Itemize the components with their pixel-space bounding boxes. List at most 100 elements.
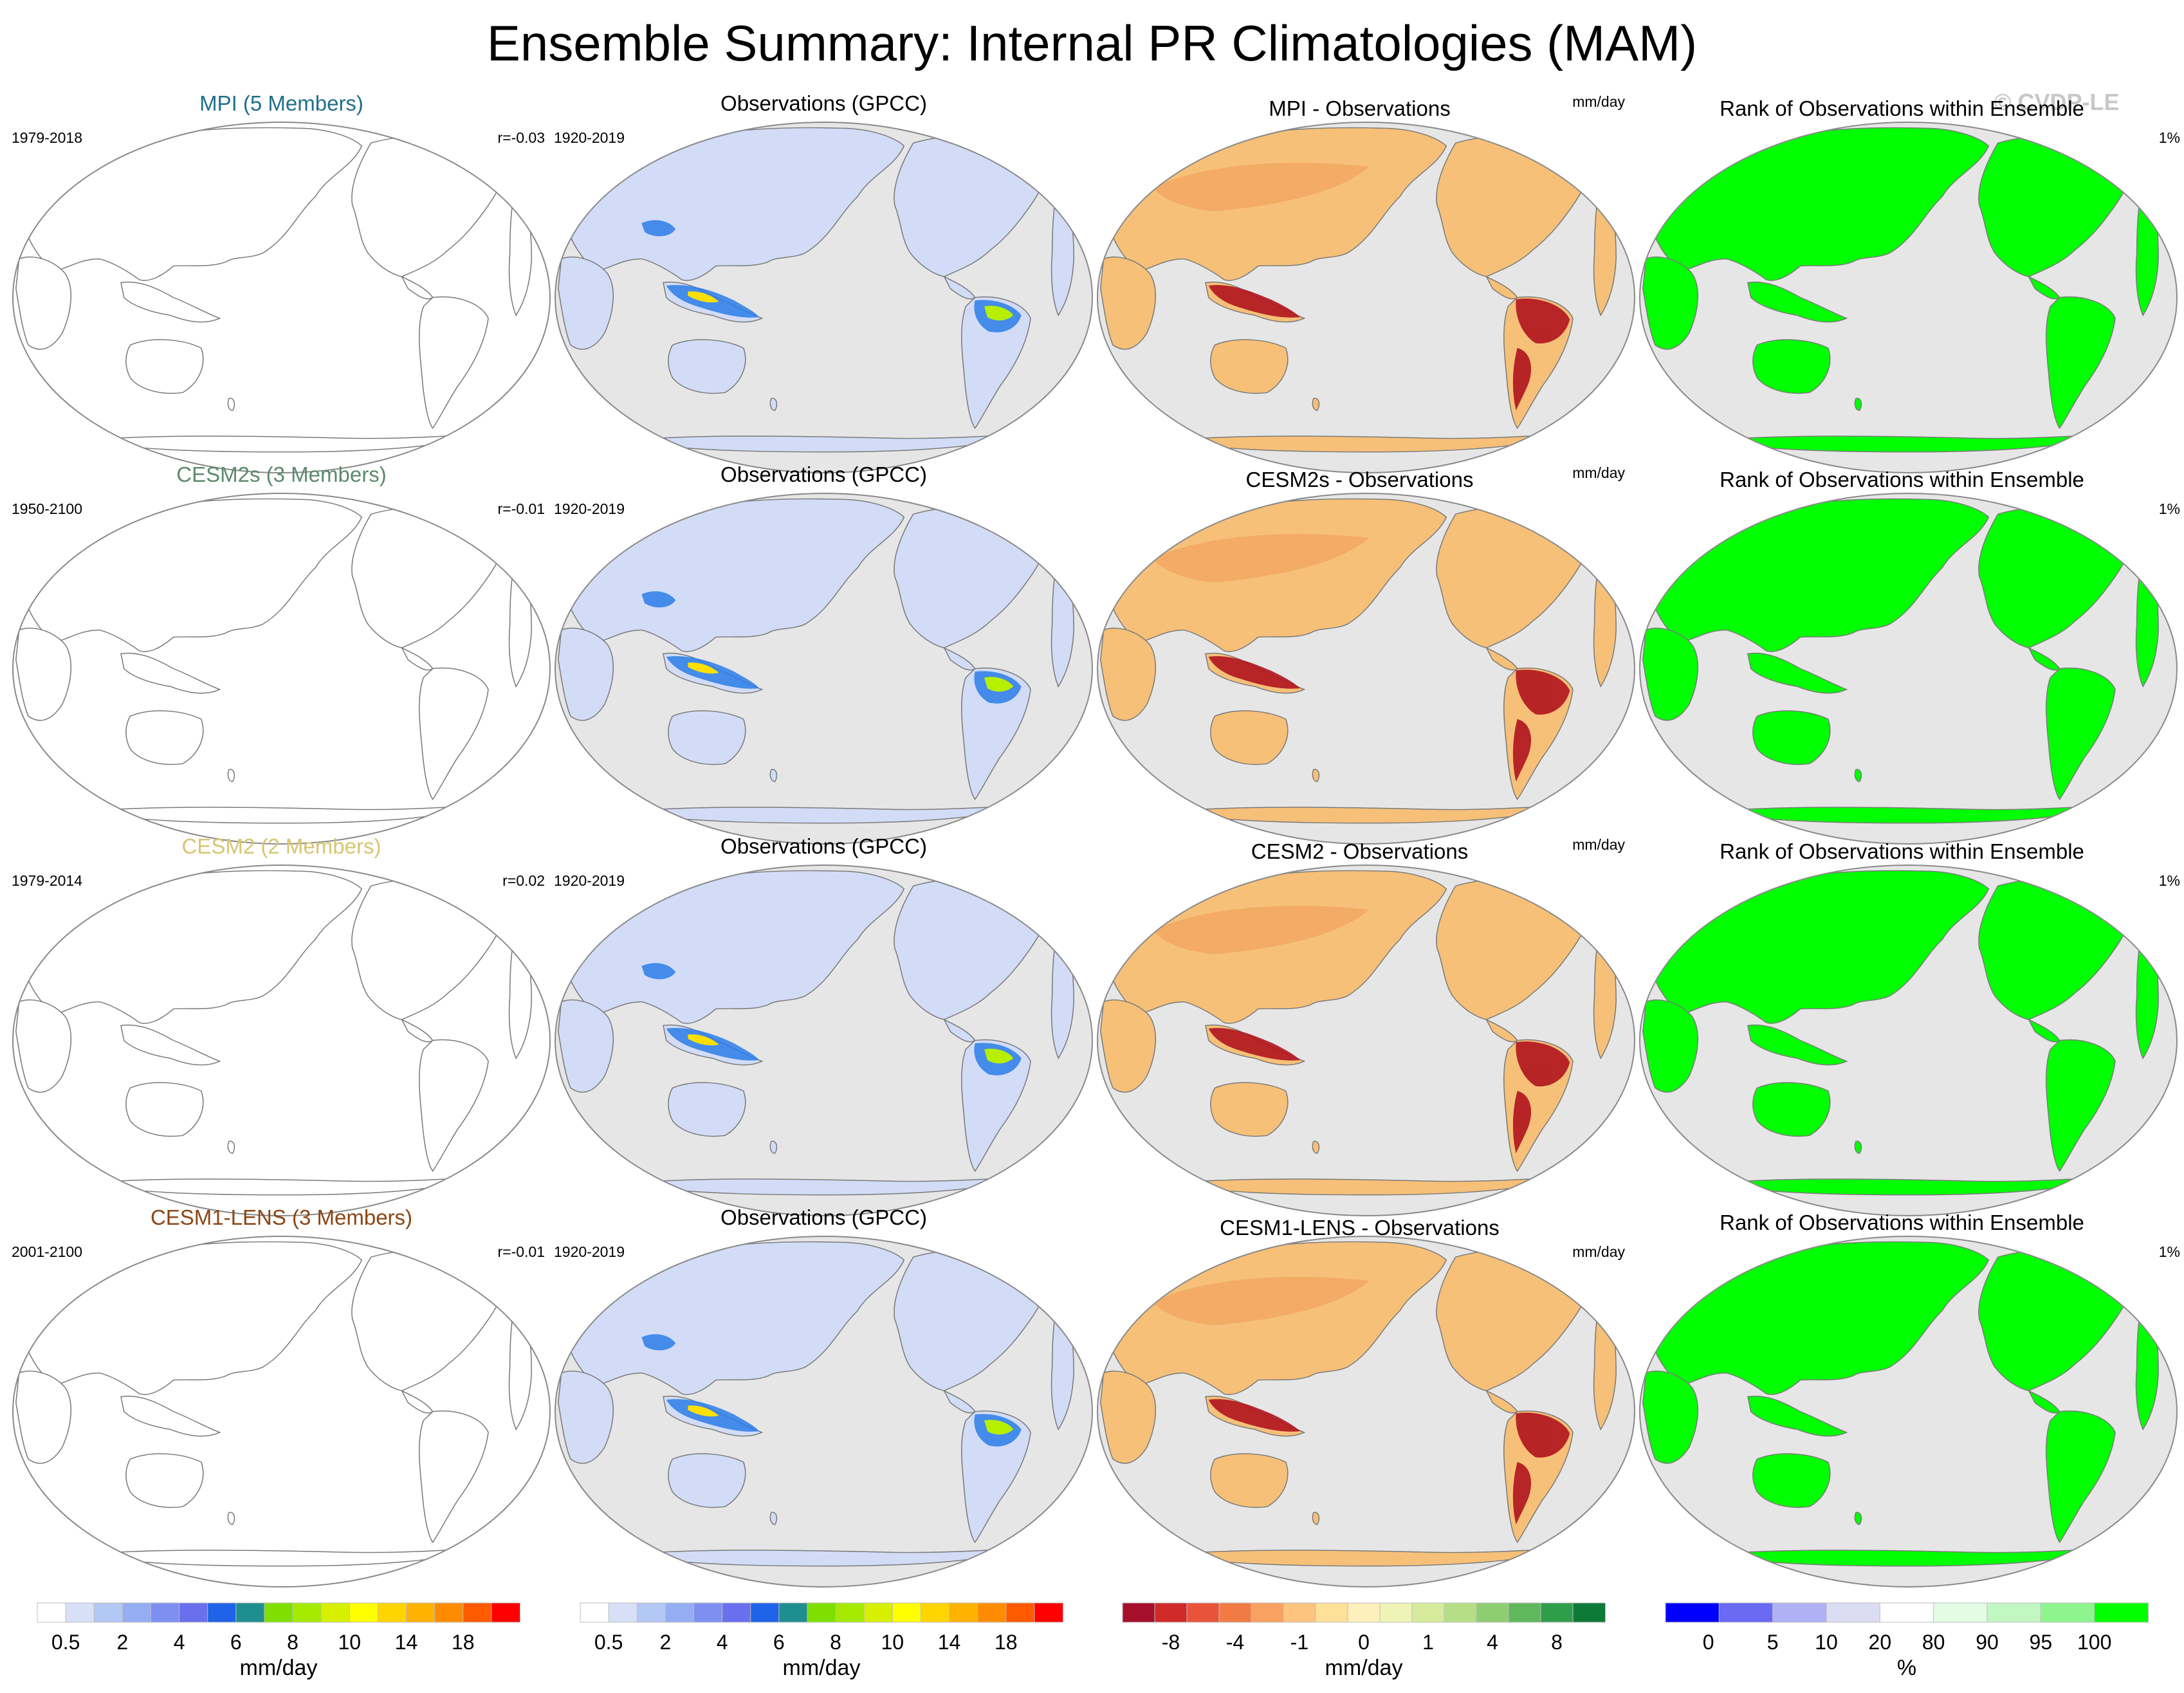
diff-title: CESM2 - Observations (1251, 839, 1468, 863)
colorbar-swatch (1572, 1602, 1606, 1623)
model-title: CESM1-LENS (3 Members) (151, 1205, 412, 1229)
colorbar-swatch (179, 1602, 208, 1623)
colorbar-swatch (1034, 1602, 1063, 1623)
map-border (1639, 493, 2178, 845)
colorbar-swatch (65, 1602, 95, 1623)
colorbar-tick-label: 4 (1487, 1631, 1498, 1654)
diff-units: mm/day (1572, 93, 1625, 110)
model-years: 2001-2100 (12, 1243, 82, 1260)
map-border (1097, 122, 1635, 473)
colorbar-swatch (1718, 1602, 1774, 1623)
colorbar-swatch (920, 1602, 950, 1623)
colorbar-units: mm/day (1325, 1656, 1403, 1680)
colorbar-tick-label: 8 (830, 1631, 841, 1654)
pattern-correlation: r=0.02 (502, 872, 545, 889)
amazon-max (984, 677, 1014, 692)
colorbar-tick-label: -1 (1290, 1631, 1308, 1654)
colorbar-tick-label: 20 (1869, 1631, 1892, 1654)
colorbar-swatch (150, 1602, 180, 1623)
colorbar-units: mm/day (240, 1656, 318, 1680)
indonesia-max (688, 291, 719, 303)
map-border (555, 865, 1093, 1216)
diff-units: mm/day (1572, 836, 1625, 853)
colorbar-swatch (1379, 1602, 1413, 1623)
map-border (1097, 493, 1635, 845)
map-border (1097, 1236, 1635, 1588)
colorbar-swatch (1476, 1602, 1509, 1623)
rank-percent: 1% (2159, 1243, 2180, 1260)
colorbar-swatch (1772, 1602, 1828, 1623)
colorbar-tick-label: 2 (659, 1631, 671, 1654)
colorbar-swatch (1186, 1602, 1220, 1623)
map-border (1639, 122, 2178, 473)
rank-map-panel-row2 (1639, 493, 2178, 845)
colorbar-swatch (1879, 1602, 1934, 1623)
colorbar-swatch (722, 1602, 751, 1623)
colorbar-tick-label: 8 (1551, 1631, 1563, 1654)
colorbar-swatch (292, 1602, 322, 1623)
diff-title: CESM2s - Observations (1246, 468, 1474, 491)
pattern-correlation: r=-0.01 (497, 500, 545, 517)
diff-title: MPI - Observations (1269, 96, 1450, 120)
colorbar-swatch (665, 1602, 695, 1623)
map-border (12, 122, 551, 473)
colorbar-tick-label: 10 (881, 1631, 904, 1654)
colorbar-swatch (37, 1602, 67, 1623)
colorbar-swatch (2040, 1602, 2095, 1623)
colorbar-swatch (463, 1602, 492, 1623)
figure-title: Ensemble Summary: Internal PR Climatolog… (486, 15, 1698, 71)
colorbar-swatch (1826, 1602, 1881, 1623)
rank-map-panel-row1 (1639, 122, 2178, 473)
colorbar-tick-label: 14 (938, 1631, 961, 1654)
asia-bias (1153, 163, 1370, 212)
obs-years: 1920-2019 (554, 1243, 625, 1260)
colorbar-swatch (1347, 1602, 1381, 1623)
diff-map-panel-row1 (1097, 122, 1635, 473)
colorbar-swatch (1315, 1602, 1348, 1623)
obs-title: Observations (GPCC) (720, 91, 927, 115)
map-border (1639, 1236, 2178, 1588)
colorbar-tick-label: 18 (452, 1631, 475, 1654)
obs-title: Observations (GPCC) (720, 462, 927, 486)
amazon-max (984, 306, 1014, 321)
rank-title: Rank of Observations within Ensemble (1720, 1211, 2084, 1234)
model-map-panel-row1 (12, 122, 551, 473)
colorbar-tick-label: 10 (1815, 1631, 1838, 1654)
colorbar-swatch (892, 1602, 922, 1623)
colorbar-tick-label: 90 (1976, 1631, 1999, 1654)
obs-years: 1920-2019 (554, 500, 625, 517)
amazon-max (984, 1420, 1014, 1435)
colorbar-tick-label: 6 (773, 1631, 785, 1654)
map-border (555, 493, 1093, 845)
rank-title: Rank of Observations within Ensemble (1720, 468, 2084, 491)
colorbar-tick-label: -8 (1162, 1631, 1180, 1654)
map-border (12, 865, 551, 1216)
colorbar-swatch (264, 1602, 294, 1623)
model-years: 1979-2014 (12, 872, 82, 889)
colorbar-tick-label: 4 (174, 1631, 185, 1654)
map-border (12, 1236, 551, 1588)
diff-title: CESM1-LENS - Observations (1220, 1216, 1500, 1240)
model-title: CESM2 (2 Members) (182, 834, 381, 858)
rank-percent: 1% (2159, 500, 2180, 517)
amazon-max (984, 1048, 1014, 1064)
colorbar-tick-label: 10 (338, 1631, 361, 1654)
colorbar-tick-label: 0.5 (51, 1631, 80, 1654)
obs-years: 1920-2019 (554, 129, 625, 146)
pattern-correlation: r=-0.03 (497, 129, 545, 146)
colorbar-swatch (235, 1602, 265, 1623)
colorbar-swatch (1005, 1602, 1035, 1623)
colorbar-tick-label: 0.5 (594, 1631, 623, 1654)
colorbar-tick-label: 8 (287, 1631, 298, 1654)
colorbar-tick-label: 80 (1922, 1631, 1945, 1654)
colorbar-swatch (1283, 1602, 1316, 1623)
colorbar-swatch (349, 1602, 379, 1623)
rank-percent: 1% (2159, 129, 2180, 146)
copyright-watermark: © CVDP-LE (1994, 89, 2120, 115)
diff-map-panel-row3 (1097, 865, 1635, 1216)
obs-map-panel-row3 (555, 865, 1093, 1216)
colorbar-swatch (807, 1602, 837, 1623)
colorbar-swatch (1444, 1602, 1477, 1623)
asia-bias (1153, 906, 1370, 955)
rank-title: Rank of Observations within Ensemble (1720, 96, 2084, 120)
